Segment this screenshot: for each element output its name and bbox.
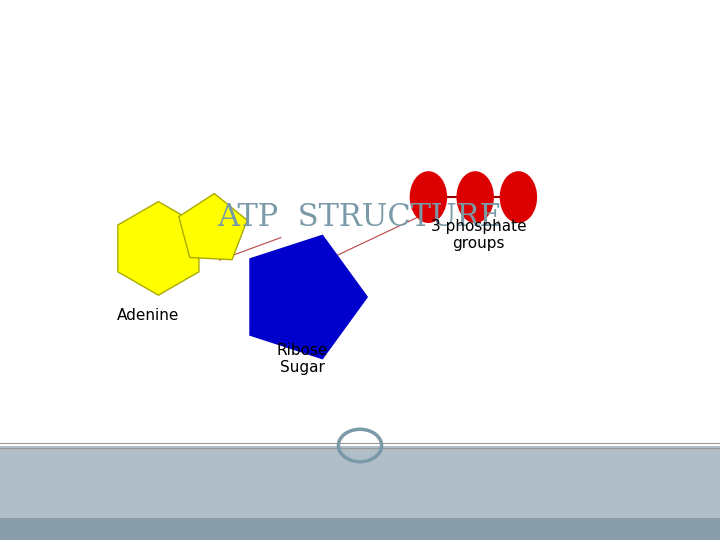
Polygon shape xyxy=(118,201,199,295)
Bar xyxy=(0,518,720,540)
Text: ATP  STRUCTURE: ATP STRUCTURE xyxy=(217,202,503,233)
Polygon shape xyxy=(179,193,247,260)
Bar xyxy=(0,0,720,446)
Text: Adenine: Adenine xyxy=(117,308,179,323)
Text: 3 phosphate
groups: 3 phosphate groups xyxy=(431,219,526,251)
Ellipse shape xyxy=(500,171,537,223)
Text: Ribose
Sugar: Ribose Sugar xyxy=(276,343,328,375)
Ellipse shape xyxy=(410,171,447,223)
Ellipse shape xyxy=(456,171,494,223)
Polygon shape xyxy=(250,235,367,359)
Bar xyxy=(0,446,720,518)
